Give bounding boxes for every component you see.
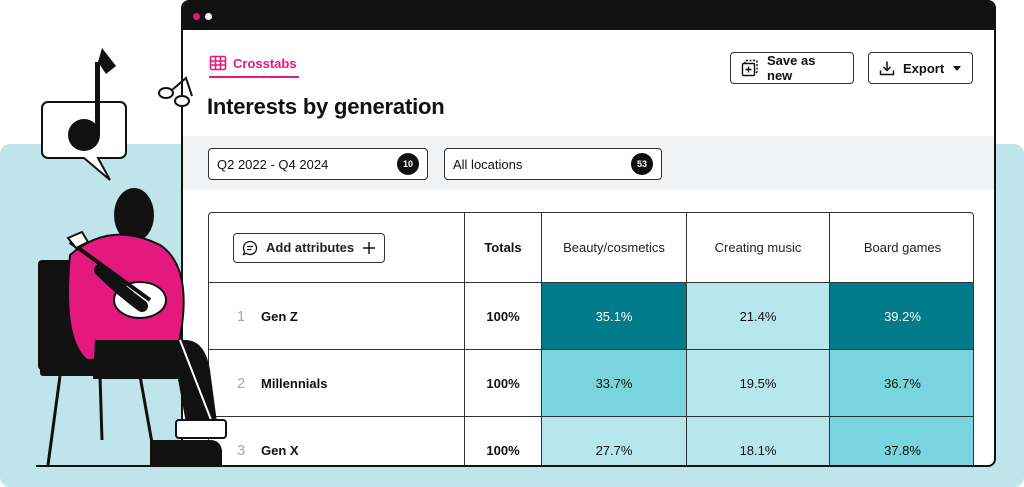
add-attributes-button[interactable]: Add attributes [233, 232, 386, 263]
attribute-chat-icon [242, 240, 258, 256]
add-attributes-label: Add attributes [266, 240, 355, 255]
tab-crosstabs[interactable]: Crosstabs [209, 50, 299, 78]
column-header-board-games[interactable]: Board games [863, 240, 942, 255]
save-copy-icon [741, 59, 758, 77]
date-range-filter[interactable]: Q2 2022 - Q4 2024 10 [208, 148, 428, 180]
total-cell: 100% [465, 350, 542, 416]
value-cell: 36.7% [830, 350, 973, 416]
table-row[interactable]: 1 Gen Z 100% 35.1% 21.4% 39.2% [209, 283, 973, 350]
row-name: Gen Z [261, 308, 298, 324]
column-header-beauty-cosmetics[interactable]: Beauty/cosmetics [542, 213, 687, 282]
window-dot-white [205, 13, 212, 20]
value-cell: 39.2% [830, 283, 973, 349]
table-header-row: Add attributes Totals Beauty/cosmetics C… [209, 213, 973, 283]
plus-icon [363, 241, 376, 254]
value-cell: 33.7% [542, 350, 687, 416]
table-icon [209, 55, 227, 71]
filter-bar: Q2 2022 - Q4 2024 10 All locations 53 [183, 136, 994, 190]
row-label-cell: 3 Gen X [209, 417, 465, 465]
header-attributes-cell: Add attributes [209, 213, 465, 282]
table-row[interactable]: 2 Millennials 100% 33.7% 19.5% 36.7% [209, 350, 973, 417]
export-button[interactable]: Export [868, 52, 973, 84]
locations-filter[interactable]: All locations 53 [444, 148, 662, 180]
row-name: Gen X [261, 443, 299, 458]
column-header-totals[interactable]: Totals [465, 213, 542, 282]
row-number: 2 [236, 374, 246, 392]
table-row[interactable]: 3 Gen X 100% 27.7% 18.1% 37.8% [209, 417, 973, 465]
total-cell: 100% [465, 283, 542, 349]
save-as-new-label: Save as new [767, 53, 816, 83]
row-number: 3 [236, 442, 246, 459]
download-icon [879, 61, 895, 76]
app-window: Crosstabs Interests by generation Save a… [181, 0, 996, 467]
row-label-cell: 2 Millennials [209, 350, 465, 416]
caret-down-icon [953, 66, 962, 71]
date-range-count-badge: 10 [397, 153, 419, 175]
row-number: 1 [236, 307, 246, 325]
value-cell: 35.1% [542, 283, 687, 349]
value-cell: 18.1% [687, 417, 830, 465]
crosstab-table: Add attributes Totals Beauty/cosmetics C… [208, 212, 974, 465]
value-cell: 19.5% [687, 350, 830, 416]
value-cell: 37.8% [830, 417, 973, 465]
window-dot-pink [193, 13, 200, 20]
ground-line [36, 465, 988, 467]
save-as-new-button[interactable]: Save as new [730, 52, 854, 84]
column-header-creating-music[interactable]: Creating music [687, 213, 830, 282]
value-cell: 27.7% [542, 417, 687, 465]
page-title: Interests by generation [207, 94, 445, 119]
row-label-cell: 1 Gen Z [209, 283, 465, 349]
export-label: Export [903, 60, 945, 76]
locations-label: All locations [453, 156, 523, 172]
window-titlebar [183, 2, 994, 30]
tab-label: Crosstabs [233, 55, 297, 71]
row-name: Millennials [261, 375, 328, 391]
value-cell: 21.4% [687, 283, 830, 349]
locations-count-badge: 53 [631, 153, 653, 175]
date-range-label: Q2 2022 - Q4 2024 [217, 156, 329, 172]
total-cell: 100% [465, 417, 542, 465]
